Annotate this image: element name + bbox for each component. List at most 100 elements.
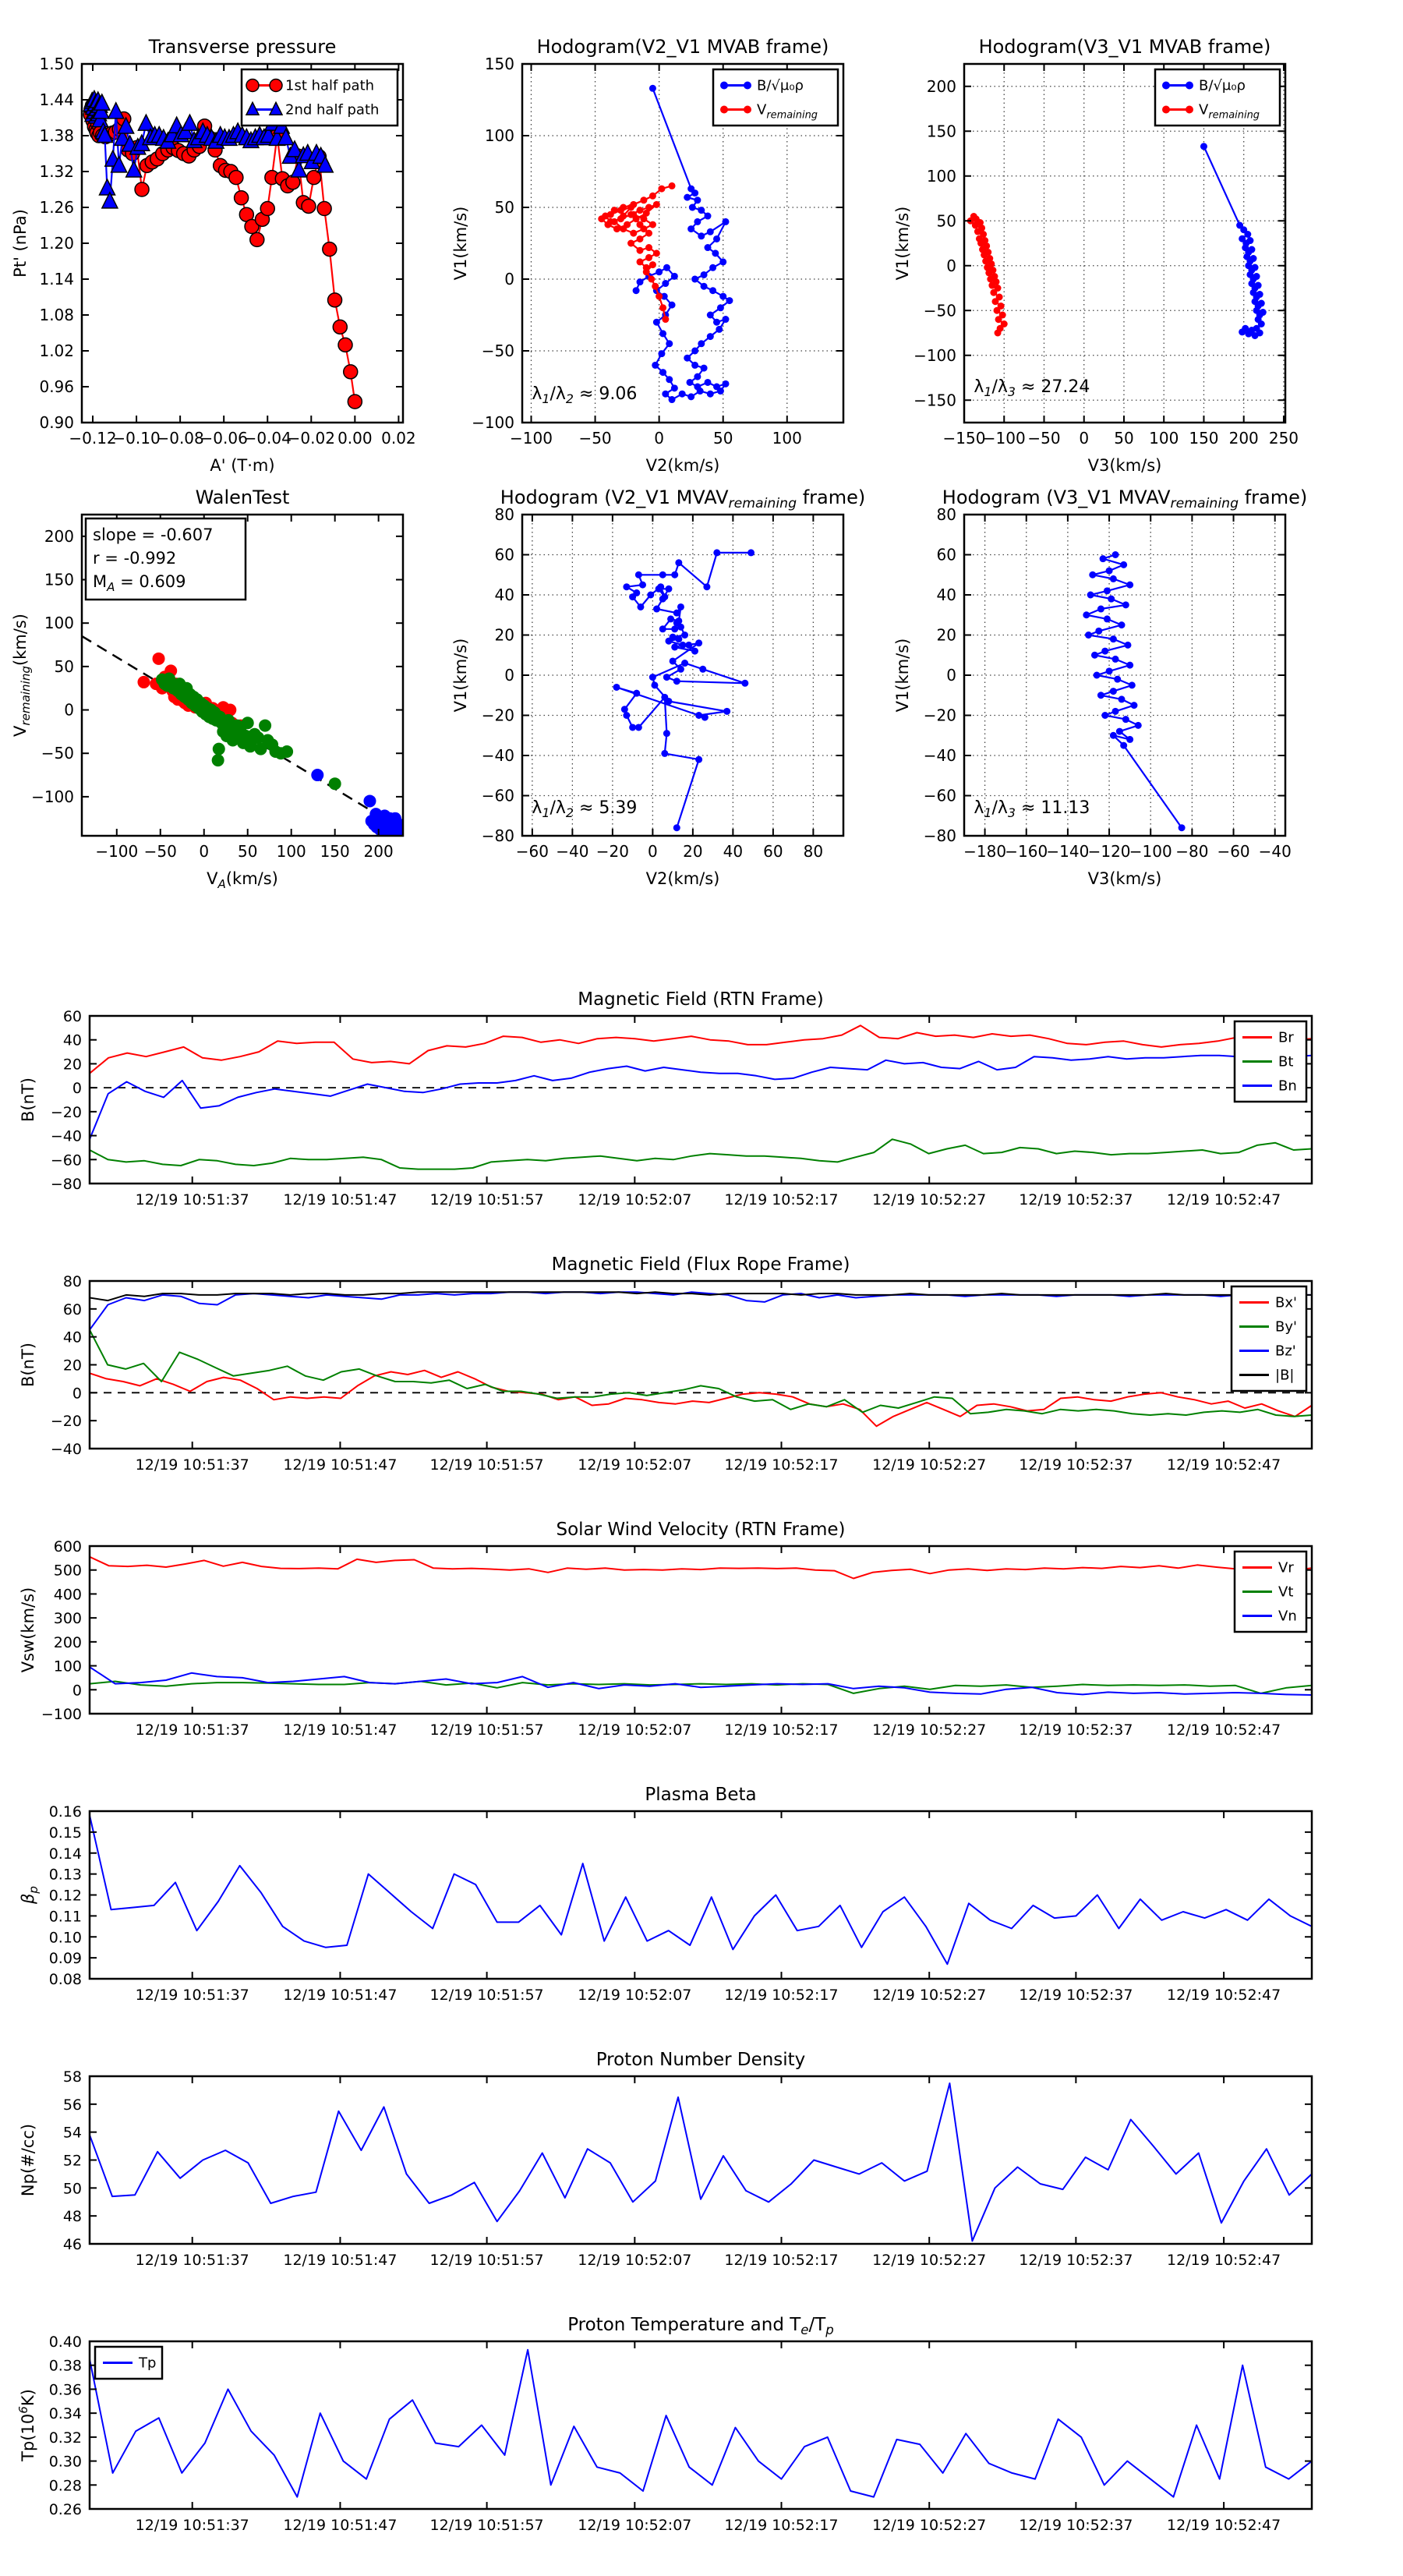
x-tick-label: 12/19 10:51:37 (136, 1191, 249, 1208)
panel-transverse-pressure: −0.12−0.10−0.08−0.06−0.04−0.02 0.00 0.02 0.… (11, 36, 416, 475)
x-tick-label: 12/19 10:52:07 (578, 2252, 691, 2269)
panel-title: Hodogram (V3_V1 MVAVremaining​ frame) (942, 487, 1307, 511)
hodogram-v2v1-mvab-series-V-remaining (598, 182, 676, 324)
legend: Bx' By' Bz' |B| (1230, 1285, 1308, 1392)
panel-hodogram-v2v1-mvav: −60 −40 −20 0 20 40 60 80−80−60−40−20020406080H… (451, 487, 865, 888)
x-tick-label: 12/19 10:51:47 (283, 1987, 397, 2004)
y-tick-label: 20 (63, 1357, 82, 1375)
y-tick-label: 1.14 (39, 270, 74, 288)
x-tick-label: −120 (1088, 842, 1131, 861)
y-tick-label: 0.09 (49, 1950, 82, 1967)
x-tick-label: 0 (654, 429, 664, 448)
x-tick-label: −150 (943, 429, 986, 448)
axis-ticks (90, 1280, 1312, 1449)
x-tick-label: 12/19 10:52:07 (578, 2517, 691, 2534)
x-tick-label: 200 (1229, 429, 1259, 448)
x-tick-label: 12/19 10:52:27 (872, 2252, 986, 2269)
panel-title: Plasma Beta (645, 1785, 756, 1805)
y-tick-label: 80 (63, 1273, 82, 1290)
panel-magnetic-field-rtn: 12/19 10:51:37 12/19 10:51:47 12/19 10:51:… (19, 989, 1313, 1208)
y-tick-label: 0.34 (49, 2405, 82, 2422)
y-tick-label: 150 (927, 122, 956, 140)
y-tick-label: 0.96 (39, 377, 74, 396)
y-axis-label: V1(km/s) (893, 639, 912, 713)
x-tick-label: 12/19 10:51:47 (283, 1721, 397, 1739)
y-tick-label: −20 (51, 1104, 82, 1121)
y-tick-label: 0 (72, 1682, 82, 1699)
x-tick-label: 12/19 10:51:57 (430, 1721, 544, 1739)
x-tick-label: 12/19 10:51:37 (136, 2252, 249, 2269)
x-tick-label: 12/19 10:51:47 (283, 2517, 397, 2534)
x-tick-label: 0.02 (381, 429, 416, 448)
x-tick-label: 40 (723, 842, 743, 861)
axis-ticks (964, 514, 1285, 837)
x-tick-label: −0.06 (200, 429, 248, 448)
y-tick-label: 1.38 (39, 126, 74, 145)
y-axis-label: B(nT) (19, 1343, 37, 1387)
x-tick-label: −0.10 (112, 429, 160, 448)
y-tick-label: −40 (51, 1441, 82, 1458)
y-tick-label: −150 (914, 391, 956, 409)
annotation: λ1​/λ2​ ≈ 9.06 (532, 384, 637, 406)
x-tick-label: 12/19 10:52:47 (1167, 2252, 1281, 2269)
y-tick-label: 0.10 (49, 1929, 82, 1946)
y-tick-label: −100 (472, 413, 514, 432)
x-tick-label: −160 (1005, 842, 1048, 861)
y-tick-label: 300 (54, 1610, 82, 1627)
y-tick-label: 0 (72, 1385, 82, 1402)
y-tick-label: 40 (63, 1329, 82, 1346)
panel-title: Proton Number Density (596, 2050, 806, 2070)
y-tick-label: 80 (937, 505, 956, 524)
axes-frame (521, 62, 845, 424)
info-box-line: r = -0.992 (93, 549, 176, 568)
axes-frame (963, 62, 1287, 424)
y-tick-label: 0.11 (49, 1908, 82, 1925)
x-tick-label: −50 (578, 429, 611, 448)
solar-wind-velocity-series-Vr (90, 1555, 1312, 1580)
y-tick-label: 600 (54, 1538, 82, 1555)
axis-ticks (522, 63, 843, 423)
legend-label: B/√μ₀ρ (757, 78, 804, 94)
x-tick-label: 100 (1149, 429, 1179, 448)
y-tick-label: −100 (41, 1706, 82, 1723)
y-tick-label: 0.15 (49, 1824, 82, 1842)
hodogram-v3v1-mvav-series-hodogram-line (1083, 551, 1186, 832)
magnetic-field-flux-rope-series-Bx-prime (90, 1369, 1312, 1428)
legend-label: B/√μ₀ρ (1199, 78, 1246, 94)
x-tick-label: 12/19 10:51:57 (430, 2517, 544, 2534)
y-tick-label: 0 (64, 701, 74, 720)
panel-title: Hodogram(V3_V1 MVAB frame) (979, 36, 1271, 58)
y-tick-label: 20 (495, 626, 514, 645)
x-tick-label: 150 (320, 842, 350, 861)
x-tick-label: 60 (763, 842, 783, 861)
y-tick-label: 0.40 (49, 2334, 82, 2351)
panel-title: Proton Temperature and Te​/Tp​ (567, 2315, 834, 2337)
y-tick-label: −100 (914, 346, 956, 365)
proton-temperature-series-Tp (90, 2348, 1312, 2498)
y-axis-label: V1(km/s) (893, 207, 912, 281)
y-tick-label: −40 (51, 1128, 82, 1145)
y-tick-label: 0.26 (49, 2501, 82, 2518)
y-tick-label: 40 (495, 586, 514, 604)
y-tick-label: 0.28 (49, 2477, 82, 2494)
x-tick-label: 12/19 10:52:47 (1167, 1456, 1281, 1474)
legend-label: By' (1275, 1319, 1297, 1336)
x-tick-label: 12/19 10:51:57 (430, 1191, 544, 1208)
legend: B/√μ₀ρ Vremaining​ (712, 68, 839, 127)
x-tick-label: 12/19 10:52:37 (1019, 1191, 1133, 1208)
x-tick-label: −100 (983, 429, 1026, 448)
x-tick-label: 12/19 10:52:17 (724, 1721, 838, 1739)
x-tick-label: −180 (963, 842, 1006, 861)
legend-label: Br (1278, 1030, 1294, 1046)
axes-frame (88, 1545, 1313, 1715)
axis-ticks (82, 63, 403, 423)
x-tick-label: −0.04 (244, 429, 292, 448)
panel-hodogram-v3v1-mvav: −180−160−140−120−100 −80 −60 −40−80−60−40−2… (893, 487, 1307, 888)
x-tick-label: 12/19 10:51:57 (430, 1987, 544, 2004)
axes-frame (80, 513, 405, 837)
legend-label: Vr (1278, 1560, 1294, 1576)
y-tick-label: −20 (924, 706, 956, 725)
x-tick-label: 12/19 10:52:27 (872, 1191, 986, 1208)
y-tick-label: 0 (504, 270, 514, 288)
x-tick-label: 12/19 10:52:17 (724, 1456, 838, 1474)
